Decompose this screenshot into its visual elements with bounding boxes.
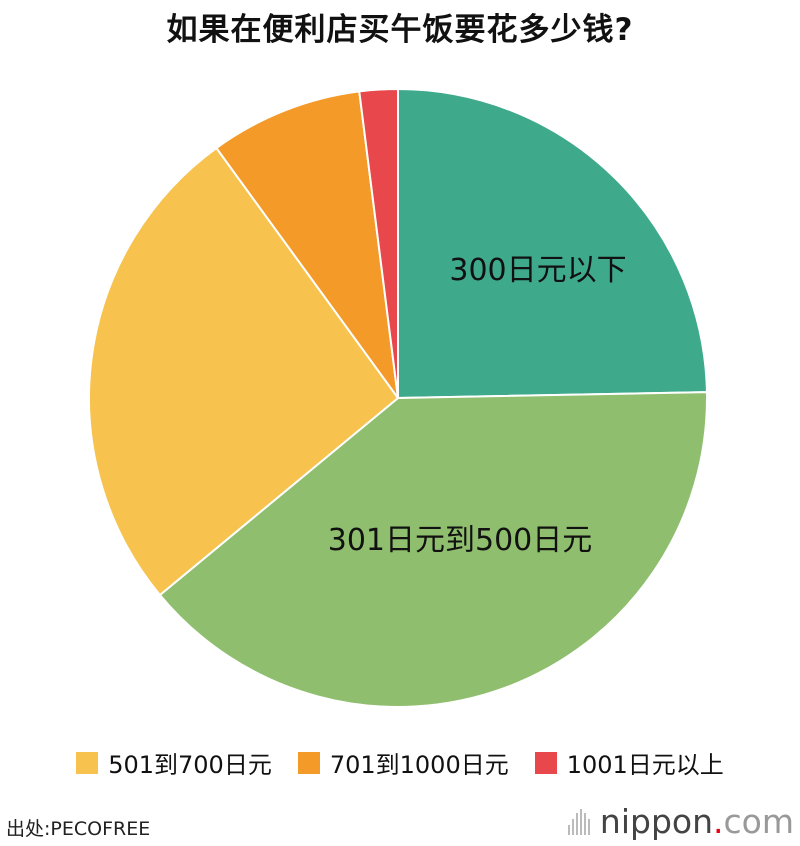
legend: 501到700日元 701到1000日元 1001日元以上 [0,745,800,780]
legend-label-701-1000: 701到1000日元 [329,751,509,779]
legend-swatch-701-1000 [297,751,320,774]
logo-dot: . [713,802,724,841]
logo-suffix: com [723,802,794,841]
nippon-logo: nippon. com [567,802,794,841]
pie-slice-3 [214,90,399,399]
chart-title: 如果在便利店买午饭要花多少钱? [166,12,634,48]
source-note: 出处:PECOFREE [6,818,151,840]
legend-item-over-1001: 1001日元以上 [534,745,724,780]
pie-slice-4 [358,87,399,399]
slice-label-0: 300日元以下 [449,253,626,288]
legend-swatch-over-1001 [534,751,557,774]
pie-slice-2 [88,146,400,597]
logo-bars-icon [567,808,592,835]
pie-slice-1 [158,391,708,708]
legend-swatch-501-700 [76,751,99,774]
logo-name: nippon [599,802,714,841]
legend-label-501-700: 501到700日元 [108,751,272,779]
legend-item-701-1000: 701到1000日元 [297,745,509,780]
legend-item-501-700: 501到700日元 [76,745,272,780]
slice-label-1: 301日元到500日元 [328,523,593,558]
pie-slice-0 [397,87,708,400]
legend-label-over-1001: 1001日元以上 [566,751,724,779]
